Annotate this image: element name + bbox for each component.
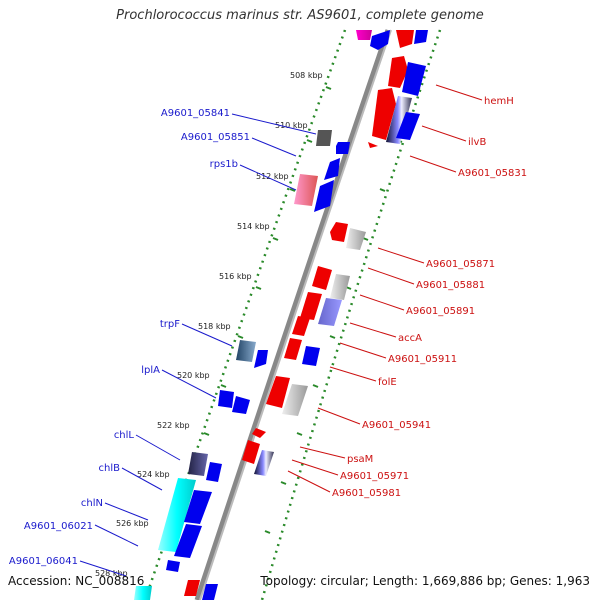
ruler-tick-label: 520 kbp xyxy=(177,371,210,380)
gene-chlL-navy xyxy=(188,452,208,476)
gene-hemH-blue xyxy=(402,62,426,96)
ruler-tick-label: 528 kbp xyxy=(95,569,128,578)
label-A9601-06021: A9601_06021 xyxy=(24,521,93,532)
label-A9601-05871: A9601_05871 xyxy=(426,259,495,270)
label-chlB: chlB xyxy=(99,463,121,474)
gene-rps1b-pink xyxy=(294,174,318,206)
gene-psaM-red xyxy=(252,428,266,438)
gene-05831-red xyxy=(368,142,378,148)
map-title: Prochlorococcus marinus str. AS9601, com… xyxy=(116,8,484,23)
gene-05881-red xyxy=(312,266,332,290)
gene-06021 xyxy=(166,560,180,572)
label-A9601-05971: A9601_05971 xyxy=(340,471,409,482)
label-A9601-05831: A9601_05831 xyxy=(458,168,527,179)
tick-track-outer xyxy=(143,29,347,600)
gene-trpF-blue xyxy=(254,350,268,368)
gene-rps1b-blue-b xyxy=(314,180,334,212)
topology-text: Topology: circular; Length: 1,669,886 bp… xyxy=(260,574,590,588)
genes-minus xyxy=(184,30,428,600)
gene-05851 xyxy=(336,142,350,154)
label-lplA: lplA xyxy=(141,365,160,376)
label-A9601-05881: A9601_05881 xyxy=(416,280,485,291)
label-trpF: trpF xyxy=(160,319,180,330)
gene-05941-red xyxy=(266,376,290,408)
label-chlN: chlN xyxy=(81,498,103,509)
ruler-tick-label: 526 kbp xyxy=(116,519,149,528)
label-psaM: psaM xyxy=(347,454,373,465)
label-folE: folE xyxy=(378,377,397,388)
gene-ilvB-red xyxy=(372,88,396,140)
gene-05871-red xyxy=(330,222,348,242)
label-accA: accA xyxy=(398,333,422,344)
gene-lplA-a xyxy=(218,390,234,408)
label-ilvB: ilvB xyxy=(468,137,486,148)
gene-05941-grey xyxy=(282,384,308,416)
gene-top-magenta xyxy=(356,30,372,40)
gene-top-blue2 xyxy=(414,30,428,44)
label-A9601-05941: A9601_05941 xyxy=(362,420,431,431)
gene-top-blue xyxy=(370,30,390,50)
ruler-tick-label: 516 kbp xyxy=(219,272,252,281)
gene-hemH-red xyxy=(388,56,408,88)
label-A9601-05981: A9601_05981 xyxy=(332,488,401,499)
gene-05911-red xyxy=(284,338,302,360)
label-A9601-06041: A9601_06041 xyxy=(9,556,78,567)
ruler-tick-label: 510 kbp xyxy=(275,121,308,130)
gene-05841 xyxy=(316,130,332,146)
label-A9601-05851: A9601_05851 xyxy=(181,132,250,143)
gene-05971-red xyxy=(242,440,260,464)
gene-05871-grey xyxy=(346,228,366,250)
leader-lines-minus xyxy=(287,84,483,493)
ruler-tick-label: 524 kbp xyxy=(137,470,170,479)
leader-lines-plus xyxy=(79,113,317,577)
gene-top-red xyxy=(396,30,414,48)
gene-05891-red xyxy=(300,292,322,320)
gene-bottom-blue xyxy=(202,584,218,600)
gene-chlB-cyan xyxy=(158,478,196,552)
gene-trpF-steel xyxy=(236,340,256,362)
ruler-tick-label: 508 kbp xyxy=(290,71,323,80)
ruler-tick-label: 522 kbp xyxy=(157,421,190,430)
gene-accA-red xyxy=(292,316,310,336)
label-hemH: hemH xyxy=(484,96,514,107)
label-chlL: chlL xyxy=(114,430,135,441)
gene-ilvB-stripe xyxy=(386,96,412,144)
ruler-tick-label: 514 kbp xyxy=(237,222,270,231)
gene-lplA-b xyxy=(232,396,250,414)
gene-chlB-blue xyxy=(184,490,212,524)
label-A9601-05841: A9601_05841 xyxy=(161,108,230,119)
gene-bottom-red xyxy=(184,580,200,596)
genome-backbone-shadow xyxy=(199,29,392,600)
genome-backbone xyxy=(194,29,391,600)
gene-ilvB-blue xyxy=(396,112,420,140)
label-rps1b: rps1b xyxy=(210,159,238,170)
label-A9601-05891: A9601_05891 xyxy=(406,306,475,317)
gene-06041-cyan xyxy=(134,586,152,600)
ruler-tick-label: 512 kbp xyxy=(256,172,289,181)
gene-05981-stripe xyxy=(254,450,274,476)
gene-chlN-blue xyxy=(174,524,202,558)
ruler-tick-label: 518 kbp xyxy=(198,322,231,331)
gene-chlL-blue xyxy=(206,462,222,482)
gene-05891-purple xyxy=(318,298,342,326)
accession-text: Accession: NC_008816 xyxy=(8,574,145,588)
label-A9601-05911: A9601_05911 xyxy=(388,354,457,365)
gene-folE-blue xyxy=(302,346,320,366)
gene-rps1b-blue-a xyxy=(324,158,340,180)
genes-plus xyxy=(134,30,390,600)
gene-05881-grey xyxy=(330,274,350,300)
